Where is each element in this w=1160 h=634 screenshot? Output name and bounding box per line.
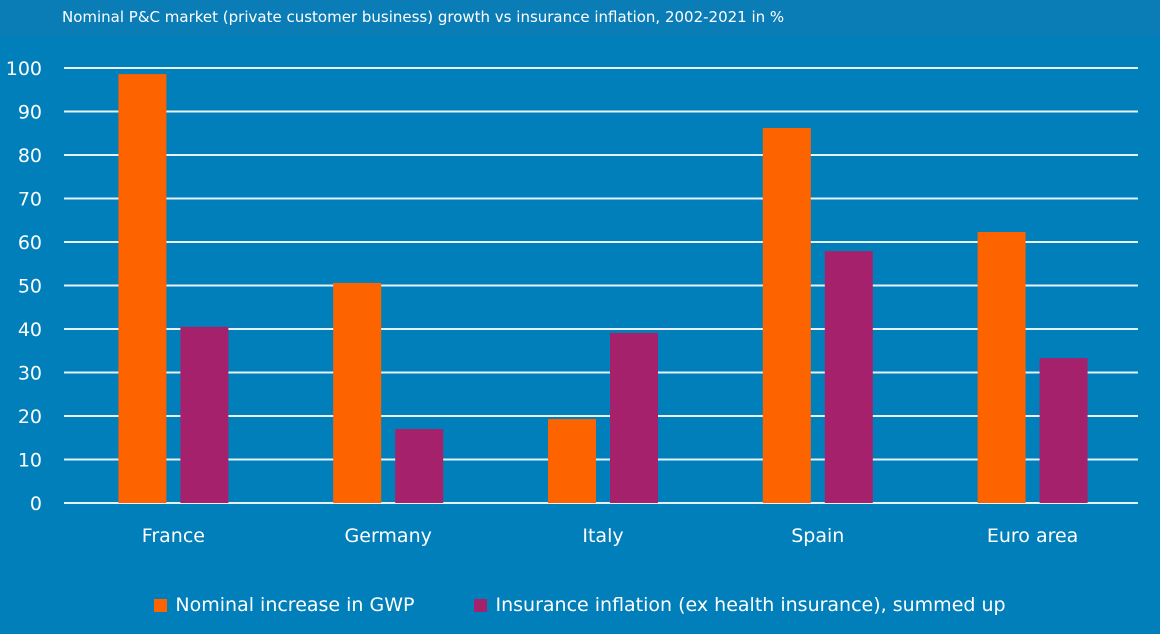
legend-item-inflation: Insurance inflation (ex health insurance…: [474, 594, 1006, 616]
bar-inflation: [180, 326, 229, 503]
y-tick-label: 60: [18, 232, 42, 254]
bar-gwp: [977, 231, 1026, 503]
y-tick-label: 90: [18, 102, 42, 124]
y-tick-label: 100: [6, 58, 42, 80]
title-bar: Nominal P&C market (private customer bus…: [0, 0, 1160, 36]
y-tick-label: 80: [18, 145, 42, 167]
bar-inflation: [824, 251, 873, 503]
y-tick-label: 20: [18, 406, 42, 428]
legend-label: Nominal increase in GWP: [175, 594, 415, 616]
y-tick-label: 70: [18, 189, 42, 211]
y-tick-label: 0: [30, 493, 42, 515]
legend-swatch: [154, 598, 168, 612]
legend-label: Insurance inflation (ex health insurance…: [495, 594, 1006, 616]
y-tick-label: 50: [18, 276, 42, 298]
legend-swatch: [474, 598, 488, 612]
x-tick-label: Euro area: [987, 525, 1078, 547]
x-tick-label: Italy: [582, 525, 623, 547]
legend: Nominal increase in GWP Insurance inflat…: [0, 594, 1160, 616]
bar-gwp: [333, 282, 382, 503]
bar-gwp: [118, 74, 167, 503]
x-tick-label: Germany: [345, 525, 432, 547]
legend-item-gwp: Nominal increase in GWP: [154, 594, 414, 616]
x-tick-label: Spain: [791, 525, 844, 547]
bar-inflation: [1039, 358, 1088, 503]
y-tick-label: 40: [18, 319, 42, 341]
bar-inflation: [610, 332, 658, 503]
bar-inflation: [395, 429, 444, 503]
bar-gwp: [762, 128, 811, 503]
bar-gwp: [548, 419, 596, 503]
y-tick-label: 30: [18, 363, 42, 385]
y-tick-label: 10: [18, 450, 42, 472]
x-tick-label: France: [142, 525, 205, 547]
chart-title: Nominal P&C market (private customer bus…: [62, 8, 785, 26]
